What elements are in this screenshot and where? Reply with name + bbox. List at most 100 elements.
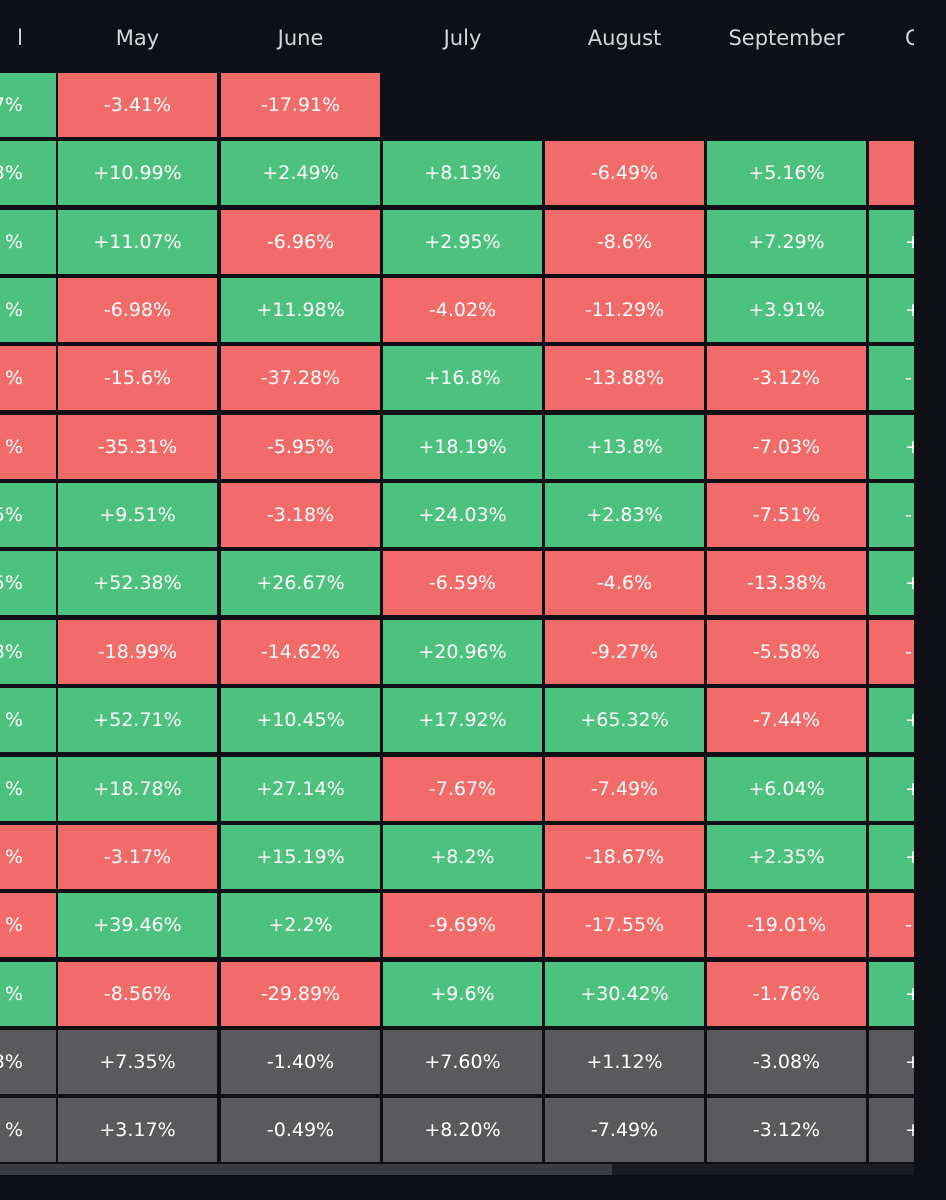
table-cell: -5.95% xyxy=(221,414,380,479)
table-cell: +8.13% xyxy=(383,141,542,206)
table-cell: +8.2% xyxy=(383,824,542,889)
table-cell: % xyxy=(0,278,56,343)
scrollbar-thumb[interactable] xyxy=(0,1164,612,1175)
table-cell: +3.91% xyxy=(707,278,866,343)
table-cell: +2.35% xyxy=(707,824,866,889)
table-cell: -14.62% xyxy=(221,619,380,684)
table-cell: 5% xyxy=(0,551,56,616)
table-cell: - xyxy=(869,346,914,411)
table-cell: -4.6% xyxy=(545,551,704,616)
table-cell: -13.88% xyxy=(545,346,704,411)
table-cell: +10.45% xyxy=(221,688,380,753)
table-cell: +2.83% xyxy=(545,483,704,548)
column-header: June xyxy=(277,26,324,50)
table-cell: + xyxy=(869,551,914,616)
column-header: August xyxy=(587,26,662,50)
table-cell: -35.31% xyxy=(58,414,217,479)
table-cell: -3.12% xyxy=(707,1098,866,1163)
table-cell: 7% xyxy=(0,73,56,137)
table-cell: +8.20% xyxy=(383,1098,542,1163)
table-cell: +1.12% xyxy=(545,1029,704,1094)
table-cell: -7.44% xyxy=(707,688,866,753)
table-cell: +7.35% xyxy=(58,1029,217,1094)
table-cell: +18.19% xyxy=(383,414,542,479)
table-cell: +7.29% xyxy=(707,209,866,274)
table-cell: -8.6% xyxy=(545,209,704,274)
table-cell: - xyxy=(869,619,914,684)
table-cell: -18.67% xyxy=(545,824,704,889)
returns-table: lMayJuneJulyAugustSeptemberC7%-3.41%-17.… xyxy=(0,26,914,1163)
table-cell: +39.46% xyxy=(58,893,217,958)
column-header: September xyxy=(728,26,845,50)
table-cell: +17.92% xyxy=(383,688,542,753)
table-cell: % xyxy=(0,756,56,821)
table-cell: -8.56% xyxy=(58,961,217,1026)
table-cell: % xyxy=(0,824,56,889)
table-cell: + xyxy=(869,961,914,1026)
table-cell: +11.07% xyxy=(58,209,217,274)
table-cell: -1.76% xyxy=(707,961,866,1026)
table-cell: +2.49% xyxy=(221,141,380,206)
table-cell: 3% xyxy=(0,1029,56,1094)
table-cell: +18.78% xyxy=(58,756,217,821)
table-cell: + xyxy=(869,756,914,821)
table-cell: -6.98% xyxy=(58,278,217,343)
table-cell: % xyxy=(0,1098,56,1163)
table-cell: -7.49% xyxy=(545,1098,704,1163)
table-cell: +6.04% xyxy=(707,756,866,821)
table-cell: -3.08% xyxy=(707,1029,866,1094)
table-cell: +27.14% xyxy=(221,756,380,821)
table-cell: -29.89% xyxy=(221,961,380,1026)
table-cell: - xyxy=(869,483,914,548)
table-cell: % xyxy=(0,346,56,411)
table-cell: % xyxy=(0,893,56,958)
table-cell xyxy=(869,141,914,206)
table-cell: -9.69% xyxy=(383,893,542,958)
table-cell: -7.49% xyxy=(545,756,704,821)
table-cell: + xyxy=(869,688,914,753)
table-cell: +7.60% xyxy=(383,1029,542,1094)
table-cell: +2.95% xyxy=(383,209,542,274)
table-cell: +20.96% xyxy=(383,619,542,684)
table-cell: 3% xyxy=(0,619,56,684)
column-header: C xyxy=(905,26,914,50)
table-cell: + xyxy=(869,209,914,274)
table-cell: -6.96% xyxy=(221,209,380,274)
table-cell: +52.38% xyxy=(58,551,217,616)
table-cell: 5% xyxy=(0,483,56,548)
table-cell: -11.29% xyxy=(545,278,704,343)
table-cell: -3.12% xyxy=(707,346,866,411)
table-cell: -1.40% xyxy=(221,1029,380,1094)
column-header: l xyxy=(17,26,23,50)
table-cell: +2.2% xyxy=(221,893,380,958)
table-cell: -7.67% xyxy=(383,756,542,821)
table-cell: +3.17% xyxy=(58,1098,217,1163)
table-cell: + xyxy=(869,278,914,343)
table-cell: +5.16% xyxy=(707,141,866,206)
table-cell: -5.58% xyxy=(707,619,866,684)
table-cell: -3.18% xyxy=(221,483,380,548)
table-cell: -17.91% xyxy=(221,73,380,137)
table-cell: +9.6% xyxy=(383,961,542,1026)
table-cell: -7.03% xyxy=(707,414,866,479)
table-cell: +65.32% xyxy=(545,688,704,753)
table-cell: +24.03% xyxy=(383,483,542,548)
table-cell: + xyxy=(869,824,914,889)
table-cell: -3.17% xyxy=(58,824,217,889)
table-cell: - xyxy=(869,893,914,958)
table-cell: -6.49% xyxy=(545,141,704,206)
table-cell: -19.01% xyxy=(707,893,866,958)
table-cell: + xyxy=(869,1098,914,1163)
table-cell: +11.98% xyxy=(221,278,380,343)
table-cell: +52.71% xyxy=(58,688,217,753)
table-cell: -6.59% xyxy=(383,551,542,616)
table-cell: +26.67% xyxy=(221,551,380,616)
table-cell: 3% xyxy=(0,141,56,206)
table-cell: -0.49% xyxy=(221,1098,380,1163)
table-cell: -37.28% xyxy=(221,346,380,411)
table-cell: + xyxy=(869,414,914,479)
column-header: July xyxy=(443,26,482,50)
table-cell: -4.02% xyxy=(383,278,542,343)
table-cell: -9.27% xyxy=(545,619,704,684)
table-cell: +9.51% xyxy=(58,483,217,548)
